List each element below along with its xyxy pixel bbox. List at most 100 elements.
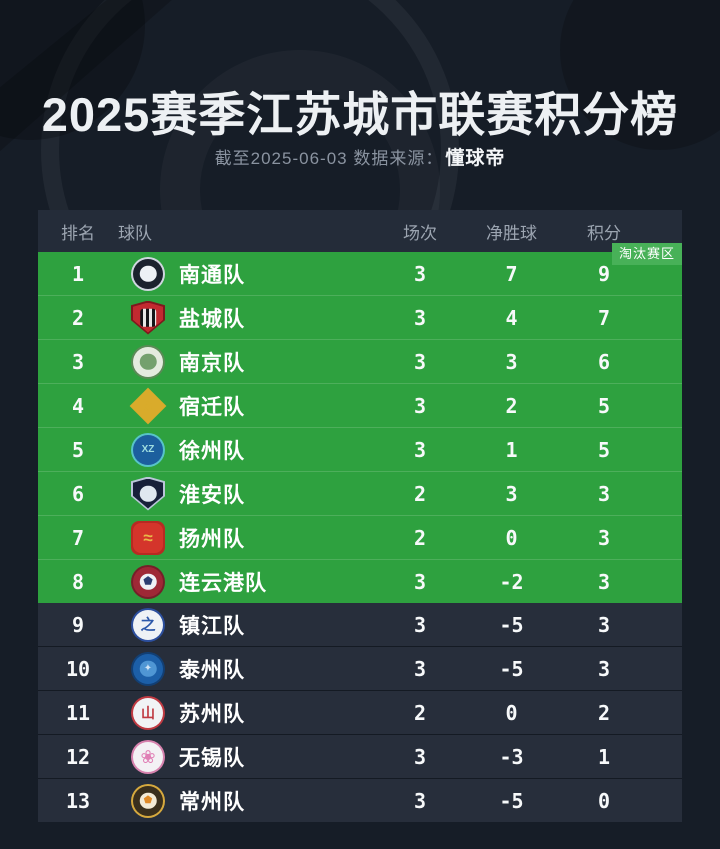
points-cell: 6 bbox=[597, 349, 611, 374]
suzhou-badge-icon: 山 bbox=[131, 695, 165, 730]
goal-diff-cell: 0 bbox=[505, 700, 518, 725]
header-cell-points: 积分 bbox=[587, 223, 621, 243]
badge-core bbox=[139, 353, 157, 370]
table-row: 12 ❀ 无锡队 3 -3 1 bbox=[38, 734, 682, 778]
badge-glyph: ❀ bbox=[140, 746, 156, 767]
team-cell: ⬟ 连云港队 bbox=[118, 564, 267, 599]
goal-diff-cell: 0 bbox=[505, 525, 518, 550]
team-name: 南京队 bbox=[179, 351, 245, 375]
wuxi-badge-icon: ❀ bbox=[131, 739, 165, 774]
team-name: 扬州队 bbox=[179, 527, 245, 551]
team-name: 连云港队 bbox=[179, 571, 267, 595]
rank-cell: 2 bbox=[71, 305, 85, 330]
rank-cell: 11 bbox=[65, 700, 91, 725]
badge-core bbox=[139, 485, 157, 502]
points-cell: 2 bbox=[597, 700, 611, 725]
rank-cell: 12 bbox=[65, 744, 91, 769]
played-cell: 3 bbox=[413, 261, 427, 286]
goal-diff-cell: -5 bbox=[499, 788, 524, 813]
points-cell: 9 bbox=[597, 261, 611, 286]
goal-diff-cell: 1 bbox=[505, 437, 518, 462]
badge-core bbox=[139, 660, 157, 677]
badge-body bbox=[133, 346, 163, 377]
table-row: 10 ✦ 泰州队 3 -5 3 bbox=[38, 646, 682, 690]
team-name: 泰州队 bbox=[179, 658, 245, 682]
team-cell: ⬟ 常州队 bbox=[118, 783, 245, 818]
rank-cell: 4 bbox=[71, 393, 85, 418]
header-cell-goal-diff: 净胜球 bbox=[486, 223, 537, 243]
played-cell: 3 bbox=[413, 349, 427, 374]
table-row: 8 ⬟ 连云港队 3 -2 3 bbox=[38, 559, 682, 603]
team-name: 宿迁队 bbox=[179, 395, 245, 419]
team-name: 南通队 bbox=[179, 263, 245, 287]
team-cell: 南通队 bbox=[118, 256, 245, 291]
rank-cell: 1 bbox=[71, 261, 85, 286]
team-cell: XZ 徐州队 bbox=[118, 432, 245, 467]
table-body: 1 南通队 3 7 9 2 盐城队 3 4 7 3 南京队 3 3 6 4 S 宿迁队 3 2 5 5 XZ 徐州队 3 1 5 6 淮… bbox=[38, 252, 682, 822]
team-cell: 之 镇江队 bbox=[118, 607, 245, 642]
played-cell: 3 bbox=[413, 437, 427, 462]
taizhou-badge-icon: ✦ bbox=[131, 651, 165, 686]
table-row: 3 南京队 3 3 6 bbox=[38, 339, 682, 383]
played-cell: 3 bbox=[413, 612, 427, 637]
badge-core bbox=[139, 573, 157, 590]
table-row: 11 山 苏州队 2 0 2 bbox=[38, 690, 682, 734]
goal-diff-cell: 3 bbox=[505, 349, 518, 374]
team-cell: 山 苏州队 bbox=[118, 695, 245, 730]
goal-diff-cell: -3 bbox=[499, 744, 524, 769]
badge-body: ⬟ bbox=[133, 785, 163, 816]
badge-core bbox=[139, 265, 157, 282]
yancheng-badge-icon bbox=[131, 300, 165, 335]
points-cell: 3 bbox=[597, 612, 611, 637]
rank-cell: 8 bbox=[71, 569, 85, 594]
badge-glyph: 山 bbox=[141, 704, 155, 721]
badge-glyph: XZ bbox=[141, 443, 155, 455]
badge-body: 山 bbox=[133, 697, 163, 728]
points-cell: 0 bbox=[597, 788, 611, 813]
rank-cell: 5 bbox=[71, 437, 85, 462]
rank-cell: 10 bbox=[65, 656, 91, 681]
badge-body bbox=[133, 258, 163, 289]
badge-body: ❀ bbox=[133, 741, 163, 772]
rank-cell: 9 bbox=[71, 612, 85, 637]
team-name: 淮安队 bbox=[179, 483, 245, 507]
team-name: 苏州队 bbox=[179, 702, 245, 726]
table-row: 1 南通队 3 7 9 bbox=[38, 252, 682, 295]
badge-glyph: ⬟ bbox=[143, 575, 153, 587]
badge-glyph: ✦ bbox=[143, 662, 153, 674]
played-cell: 3 bbox=[413, 788, 427, 813]
badge-core bbox=[139, 792, 157, 809]
header-cell-played: 场次 bbox=[403, 223, 437, 243]
goal-diff-cell: 4 bbox=[505, 305, 518, 330]
badge-body: ≈ bbox=[133, 522, 163, 553]
points-cell: 7 bbox=[597, 305, 611, 330]
points-cell: 1 bbox=[597, 744, 611, 769]
rank-cell: 6 bbox=[71, 481, 85, 506]
team-cell: 淮安队 bbox=[118, 476, 245, 511]
goal-diff-cell: -5 bbox=[499, 656, 524, 681]
team-name: 盐城队 bbox=[179, 307, 245, 331]
knockout-zone-tag: 淘汰赛区 bbox=[611, 243, 682, 265]
team-cell: 盐城队 bbox=[118, 300, 245, 335]
table-row: 4 S 宿迁队 3 2 5 bbox=[38, 383, 682, 427]
played-cell: 2 bbox=[413, 700, 427, 725]
points-cell: 3 bbox=[597, 525, 611, 550]
table-row: 2 盐城队 3 4 7 bbox=[38, 295, 682, 339]
goal-diff-cell: 2 bbox=[505, 393, 518, 418]
badge-body: 之 bbox=[133, 609, 163, 640]
standings-table: 排名 球队 场次 净胜球 积分 淘汰赛区 1 南通队 3 7 9 2 盐城队 3 4 7 3 南京队 3… bbox=[38, 210, 682, 822]
team-cell: ❀ 无锡队 bbox=[118, 739, 245, 774]
nanjing-badge-icon bbox=[131, 344, 165, 379]
header-cell-team: 球队 bbox=[118, 223, 152, 243]
table-row: 7 ≈ 扬州队 2 0 3 bbox=[38, 515, 682, 559]
played-cell: 3 bbox=[413, 305, 427, 330]
goal-diff-cell: 3 bbox=[505, 481, 518, 506]
played-cell: 3 bbox=[413, 393, 427, 418]
points-cell: 3 bbox=[597, 569, 611, 594]
played-cell: 3 bbox=[413, 656, 427, 681]
header-cell-rank: 排名 bbox=[61, 223, 95, 243]
badge-body: XZ bbox=[133, 434, 163, 465]
played-cell: 3 bbox=[413, 569, 427, 594]
rank-cell: 7 bbox=[71, 525, 85, 550]
